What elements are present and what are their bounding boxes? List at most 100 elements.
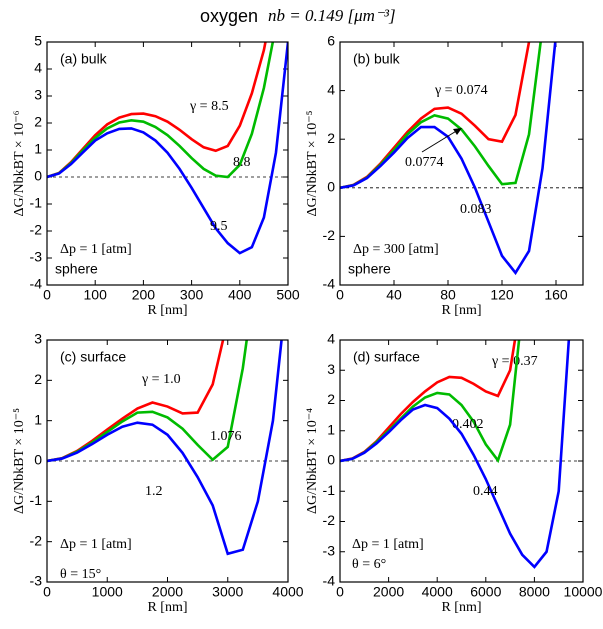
x-tick-label: 0 [336, 584, 344, 600]
y-axis-label: ΔG/NbkBT × 10⁻⁵ [12, 408, 27, 514]
curve-label: γ = 0.074 [434, 83, 488, 98]
y-axis-label: ΔG/NbkBT × 10⁻⁶ [12, 110, 27, 216]
y-tick-label: 1 [34, 411, 42, 427]
panel-label: (c) surface [60, 349, 126, 365]
y-tick-label: 4 [327, 331, 335, 347]
y-tick-label: 0 [327, 179, 335, 195]
y-tick-label: -4 [323, 573, 336, 589]
y-tick-label: 0 [327, 452, 335, 468]
curve [340, 42, 557, 276]
plot-frame [339, 339, 584, 583]
y-tick-label: 2 [34, 114, 42, 130]
curve [47, 42, 275, 179]
y-tick-label: -4 [30, 276, 43, 292]
y-tick-label: -3 [30, 249, 43, 265]
note: θ = 6° [352, 557, 386, 572]
y-tick-label: 6 [327, 33, 335, 49]
x-tick-label: 1000 [92, 584, 123, 600]
y-tick-label: -2 [30, 532, 43, 548]
curve-label: 0.083 [460, 202, 492, 217]
panel-label: (a) bulk [60, 51, 108, 67]
note: sphere [348, 261, 391, 277]
x-tick-label: 0 [336, 287, 344, 303]
x-axis-label: R [nm] [147, 600, 187, 615]
y-tick-label: 2 [327, 391, 335, 407]
x-tick-label: 6000 [470, 584, 501, 600]
curve [47, 340, 283, 556]
x-tick-label: 4000 [422, 584, 453, 600]
x-tick-label: 10000 [564, 584, 603, 600]
plot-frame [46, 339, 289, 583]
plot-frame [46, 41, 289, 286]
curve-label: γ = 0.37 [491, 354, 538, 369]
x-tick-label: 160 [544, 287, 568, 303]
curve-label: 0.0774 [405, 155, 444, 170]
panel: 0 100 200 300 400 500 -4 -3 -2 -1 0 1 2 3 4 5 γ = 8.5 8.8… [12, 33, 300, 319]
note: sphere [55, 261, 98, 277]
y-axis-label: ΔG/NbkBT × 10⁻⁵ [305, 110, 320, 216]
x-tick-label: 120 [490, 287, 514, 303]
x-tick-label: 0 [43, 584, 51, 600]
panel: 0 40 80 120 160 -4 -2 0 2 4 6 γ = 0.074 0.0774 0.083 (… [305, 33, 584, 318]
y-tick-label: 0 [34, 452, 42, 468]
y-tick-label: -3 [30, 573, 43, 589]
curve [340, 340, 571, 569]
figure-subtitle: nb = 0.149 [μm⁻³] [268, 6, 396, 25]
panel-label: (b) bulk [353, 51, 401, 67]
x-axis-label: R [nm] [441, 303, 481, 318]
arrow-head [453, 128, 462, 135]
note: Δp = 1 [atm] [60, 242, 132, 257]
y-tick-label: 1 [34, 141, 42, 157]
curve-label: 1.076 [210, 429, 242, 444]
x-tick-label: 80 [440, 287, 456, 303]
x-tick-label: 100 [84, 287, 108, 303]
y-tick-label: -2 [323, 512, 336, 528]
curve-label: 8.8 [233, 155, 251, 170]
figure-title: oxygen [200, 6, 258, 26]
x-tick-label: 300 [180, 287, 204, 303]
x-tick-label: 8000 [519, 584, 550, 600]
panel: 0 1000 2000 3000 4000 -3 -2 -1 0 1 2 3 γ = 1.0 1.076 1… [12, 331, 304, 616]
plot-frame [339, 41, 584, 286]
panel: 0 2000 4000 6000 8000 10000 -4 -3 -2 -1 0 1 2 3 4 γ = 0… [305, 331, 603, 616]
x-tick-label: 40 [386, 287, 402, 303]
x-tick-label: 400 [228, 287, 252, 303]
y-tick-label: 4 [327, 81, 335, 97]
y-tick-label: 5 [34, 33, 42, 49]
curve-label: γ = 1.0 [141, 372, 181, 387]
x-tick-label: 0 [43, 287, 51, 303]
y-tick-label: -2 [323, 227, 336, 243]
x-tick-label: 2000 [373, 584, 404, 600]
curve-label: 9.5 [210, 219, 228, 234]
y-tick-label: -3 [323, 542, 336, 558]
y-tick-label: 3 [327, 361, 335, 377]
y-tick-label: 0 [34, 168, 42, 184]
y-tick-label: -1 [323, 482, 336, 498]
y-axis-label: ΔG/NbkBT × 10⁻⁴ [305, 408, 320, 514]
panel-label: (d) surface [353, 349, 420, 365]
x-axis-label: R [nm] [441, 600, 481, 615]
note: Δp = 1 [atm] [352, 537, 424, 552]
y-tick-label: 3 [34, 87, 42, 103]
x-axis-label: R [nm] [147, 303, 187, 318]
x-tick-label: 4000 [272, 584, 303, 600]
y-tick-label: 4 [34, 60, 42, 76]
y-tick-label: -4 [323, 276, 336, 292]
note: Δp = 1 [atm] [60, 537, 132, 552]
y-tick-label: -1 [30, 492, 43, 508]
y-tick-label: -2 [30, 222, 43, 238]
curve [47, 340, 225, 463]
x-tick-label: 200 [132, 287, 156, 303]
curve-label: 0.402 [452, 417, 484, 432]
x-tick-label: 2000 [152, 584, 183, 600]
y-tick-label: -1 [30, 195, 43, 211]
curve [340, 340, 517, 463]
arrow [421, 129, 459, 153]
curve [47, 42, 288, 255]
x-tick-label: 500 [276, 287, 300, 303]
x-tick-label: 3000 [212, 584, 243, 600]
y-tick-label: 2 [34, 371, 42, 387]
y-tick-label: 1 [327, 421, 335, 437]
curve-label: 1.2 [145, 484, 163, 499]
